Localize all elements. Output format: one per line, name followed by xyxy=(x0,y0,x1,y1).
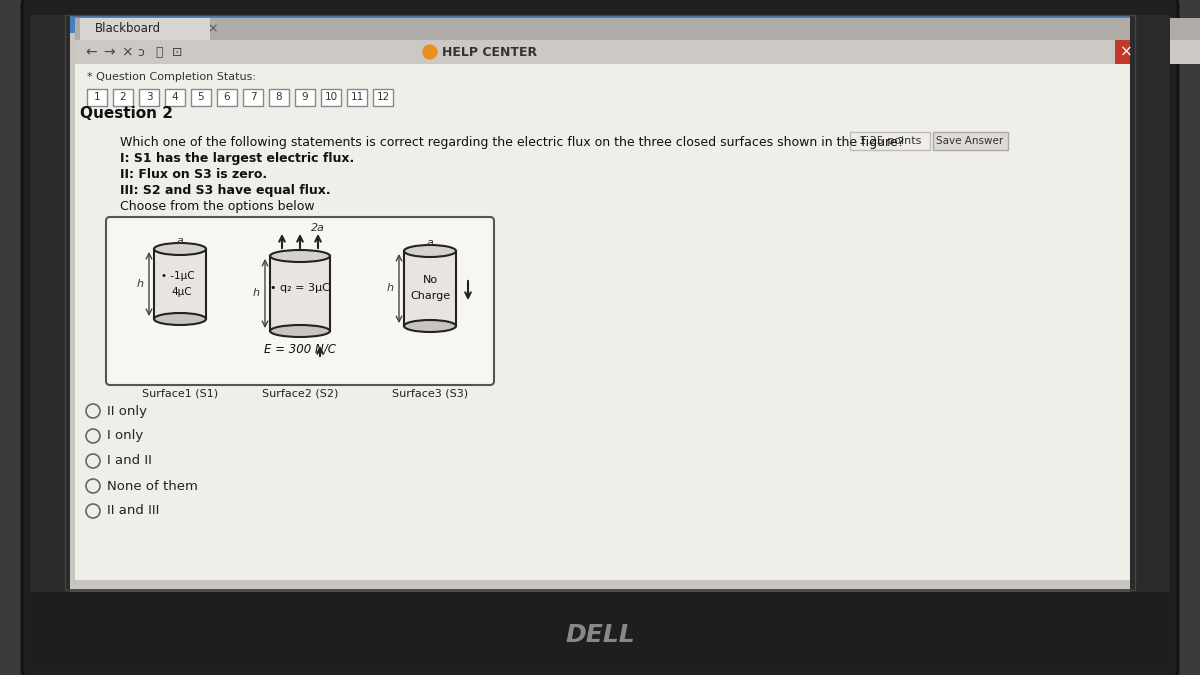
Bar xyxy=(113,89,133,106)
Text: DELL: DELL xyxy=(565,623,635,647)
Text: a: a xyxy=(426,238,433,248)
Bar xyxy=(373,89,394,106)
Text: III: S2 and S3 have equal flux.: III: S2 and S3 have equal flux. xyxy=(120,184,331,197)
Text: Charge: Charge xyxy=(410,291,450,301)
Text: • q₂ = 3μC: • q₂ = 3μC xyxy=(270,283,330,293)
Text: Question 2: Question 2 xyxy=(80,107,173,122)
Text: h: h xyxy=(252,288,259,298)
Text: Surface1 (S1): Surface1 (S1) xyxy=(142,388,218,398)
Text: I only: I only xyxy=(107,429,143,443)
Text: II only: II only xyxy=(107,404,148,418)
Text: 6: 6 xyxy=(223,92,230,103)
Bar xyxy=(65,15,1135,33)
Text: ↄ: ↄ xyxy=(137,45,144,59)
Bar xyxy=(166,89,185,106)
Circle shape xyxy=(86,404,100,418)
Ellipse shape xyxy=(154,313,206,325)
Text: 2a: 2a xyxy=(311,223,325,233)
Bar xyxy=(295,89,314,106)
Text: Surface3 (S3): Surface3 (S3) xyxy=(392,388,468,398)
Bar xyxy=(74,64,1130,580)
Bar xyxy=(88,89,107,106)
Text: 4μC: 4μC xyxy=(172,287,192,297)
Text: 11: 11 xyxy=(350,92,364,103)
Bar xyxy=(65,589,1135,592)
Circle shape xyxy=(86,429,100,443)
Text: HELP CENTER: HELP CENTER xyxy=(442,45,538,59)
FancyBboxPatch shape xyxy=(106,217,494,385)
Text: Choose from the options below: Choose from the options below xyxy=(120,200,314,213)
Text: ×: × xyxy=(1120,45,1133,59)
Circle shape xyxy=(424,45,437,59)
Bar xyxy=(80,18,210,40)
Text: ×: × xyxy=(208,22,218,36)
Text: None of them: None of them xyxy=(107,479,198,493)
Text: Surface2 (S2): Surface2 (S2) xyxy=(262,388,338,398)
Ellipse shape xyxy=(270,250,330,262)
Text: h: h xyxy=(386,283,394,293)
FancyBboxPatch shape xyxy=(22,0,1178,675)
Text: II: Flux on S3 is zero.: II: Flux on S3 is zero. xyxy=(120,168,268,181)
Text: ⓘ: ⓘ xyxy=(155,45,162,59)
Text: No: No xyxy=(422,275,438,285)
Ellipse shape xyxy=(404,245,456,257)
Bar xyxy=(74,18,1200,40)
Circle shape xyxy=(86,479,100,493)
Bar xyxy=(404,251,456,326)
Bar xyxy=(65,15,1135,590)
Bar xyxy=(65,15,1135,590)
Bar xyxy=(30,592,1170,667)
Bar xyxy=(242,89,263,106)
Bar xyxy=(191,89,211,106)
Text: 5: 5 xyxy=(198,92,204,103)
Text: * Question Completion Status:: * Question Completion Status: xyxy=(88,72,256,82)
Bar xyxy=(1130,15,1170,592)
Bar xyxy=(217,89,238,106)
Bar xyxy=(139,89,158,106)
Bar xyxy=(30,15,70,592)
Bar xyxy=(347,89,367,106)
Bar xyxy=(934,132,1008,150)
Text: ×: × xyxy=(121,45,133,59)
Text: ⊡: ⊡ xyxy=(172,45,182,59)
Ellipse shape xyxy=(154,243,206,255)
Bar xyxy=(1115,40,1138,64)
Text: 10: 10 xyxy=(324,92,337,103)
Bar xyxy=(154,249,206,319)
Circle shape xyxy=(86,454,100,468)
Text: 1: 1 xyxy=(94,92,101,103)
Text: I: S1 has the largest electric flux.: I: S1 has the largest electric flux. xyxy=(120,152,354,165)
Text: 9: 9 xyxy=(301,92,308,103)
Text: 1.25 points: 1.25 points xyxy=(859,136,922,146)
Bar xyxy=(850,132,930,150)
Text: →: → xyxy=(103,45,115,59)
Text: 12: 12 xyxy=(377,92,390,103)
Text: 2: 2 xyxy=(120,92,126,103)
Text: h: h xyxy=(137,279,144,289)
Ellipse shape xyxy=(270,325,330,337)
Bar xyxy=(322,89,341,106)
Circle shape xyxy=(86,504,100,518)
Bar xyxy=(269,89,289,106)
Text: 7: 7 xyxy=(250,92,257,103)
Text: II and III: II and III xyxy=(107,504,160,518)
Text: • -1μC: • -1μC xyxy=(161,271,194,281)
Text: E = 300 N/C: E = 300 N/C xyxy=(264,342,336,356)
Text: 8: 8 xyxy=(276,92,282,103)
Text: a: a xyxy=(176,236,184,246)
Bar xyxy=(74,40,1200,64)
Text: 4: 4 xyxy=(172,92,179,103)
Text: Which one of the following statements is correct regarding the electric flux on : Which one of the following statements is… xyxy=(120,136,905,149)
Text: 3: 3 xyxy=(145,92,152,103)
Text: Blackboard: Blackboard xyxy=(95,22,161,36)
Ellipse shape xyxy=(404,320,456,332)
Text: ←: ← xyxy=(85,45,97,59)
Text: Save Answer: Save Answer xyxy=(936,136,1003,146)
Text: I and II: I and II xyxy=(107,454,152,468)
Bar xyxy=(270,256,330,331)
